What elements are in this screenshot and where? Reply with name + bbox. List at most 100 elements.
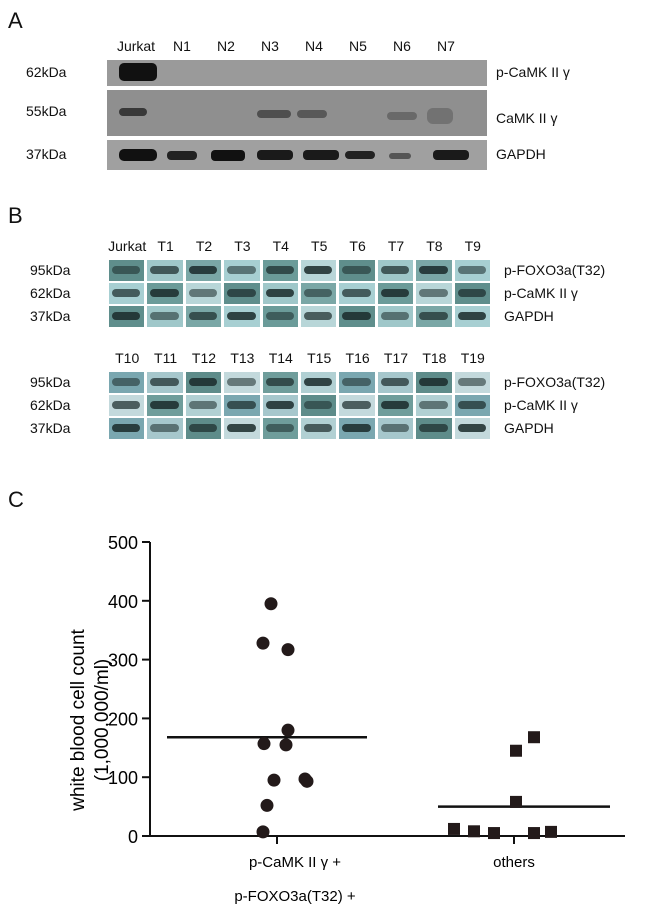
blot-lane: [377, 260, 414, 281]
band: [265, 378, 294, 386]
band: [380, 401, 410, 409]
blot-lane: [109, 260, 145, 281]
band: [342, 266, 371, 274]
data-point-circle: [281, 723, 295, 737]
molecular-weight-label: 37kDa: [30, 420, 71, 436]
band: [112, 289, 141, 297]
band: [419, 401, 448, 409]
lane-label: T8: [426, 238, 443, 254]
protein-label: p-FOXO3a(T32): [504, 262, 606, 278]
band: [304, 378, 333, 386]
protein-label: p-FOXO3a(T32): [504, 374, 606, 390]
protein-label: GAPDH: [496, 146, 546, 162]
data-point-square: [545, 825, 557, 838]
band: [380, 424, 410, 432]
data-point-square: [448, 822, 460, 835]
blot-a-camk: [107, 90, 487, 136]
protein-label: p-CaMK II γ: [504, 397, 578, 413]
blot-lane: [262, 283, 298, 304]
band: [380, 312, 410, 320]
blot-lane: [339, 372, 375, 393]
blot-lane: [339, 260, 375, 281]
band: [188, 378, 218, 386]
band: [457, 401, 486, 409]
blot-lane: [147, 395, 183, 416]
lane-label: T6: [349, 238, 366, 254]
blot-lane: [185, 418, 222, 439]
band: [304, 424, 333, 432]
band: [457, 378, 486, 386]
molecular-weight-label: 95kDa: [30, 262, 71, 278]
blot-lane: [147, 260, 183, 281]
lane-label: N1: [173, 38, 191, 54]
panel-label-a: A: [8, 8, 23, 33]
lane-label: N7: [437, 38, 455, 54]
band: [257, 150, 293, 160]
blot-lane: [109, 418, 145, 439]
lane-label: N5: [349, 38, 367, 54]
blot-lane: [416, 372, 452, 393]
blot-lane: [224, 372, 260, 393]
panel-label-b: B: [8, 203, 23, 228]
band: [150, 424, 179, 432]
blot-lane: [301, 418, 337, 439]
lane-label: Jurkat: [108, 238, 147, 254]
blot-lane: [109, 283, 145, 304]
blot-lane: [454, 260, 490, 281]
band: [112, 378, 141, 386]
data-point-circle: [281, 643, 295, 657]
data-point-circle: [267, 773, 281, 787]
data-point-circle: [279, 738, 293, 752]
blot-lane: [224, 395, 260, 416]
blot-lane: [262, 260, 298, 281]
band: [297, 110, 327, 118]
band: [188, 424, 218, 432]
band: [457, 312, 486, 320]
lane-label: T3: [234, 238, 251, 254]
band: [427, 108, 453, 124]
blot-lane: [185, 306, 222, 327]
blot-lane: [416, 418, 452, 439]
band: [257, 110, 291, 118]
band: [150, 289, 179, 297]
band: [303, 150, 339, 160]
band: [304, 266, 333, 274]
data-point-square: [488, 827, 500, 840]
band: [265, 266, 294, 274]
molecular-weight-label: 37kDa: [30, 308, 71, 324]
molecular-weight-label: 55kDa: [26, 103, 67, 119]
blot-lane: [377, 283, 414, 304]
band: [112, 401, 141, 409]
data-point-square: [528, 827, 540, 840]
band: [265, 312, 294, 320]
lane-label: T1: [157, 238, 174, 254]
blot-lane: [377, 372, 414, 393]
band: [227, 312, 256, 320]
band: [119, 149, 157, 161]
band: [188, 266, 218, 274]
blot-lane: [262, 418, 298, 439]
band: [227, 289, 256, 297]
lane-label: T14: [268, 350, 293, 366]
blot-lane: [301, 283, 337, 304]
blot-lane: [185, 283, 222, 304]
band: [380, 289, 410, 297]
band: [342, 312, 371, 320]
data-point-circle: [256, 825, 270, 839]
lane-label: T12: [191, 350, 217, 366]
blot-lane: [377, 306, 414, 327]
protein-label: GAPDH: [504, 420, 554, 436]
blot-lane: [301, 260, 337, 281]
blot-lane: [377, 418, 414, 439]
blot-lane: [339, 283, 375, 304]
lane-label: T19: [460, 350, 485, 366]
blot-lane: [454, 418, 490, 439]
wbc-scatter-chart: 0 100 200 300 400 500 p-CaMK II γ + p-FOXO3a(T3…: [68, 533, 625, 905]
blot-lane: [416, 306, 452, 327]
band: [265, 424, 294, 432]
blot-lane: [377, 395, 414, 416]
band: [419, 378, 448, 386]
band: [112, 424, 141, 432]
band: [211, 150, 245, 161]
lane-label: Jurkat: [116, 38, 156, 54]
